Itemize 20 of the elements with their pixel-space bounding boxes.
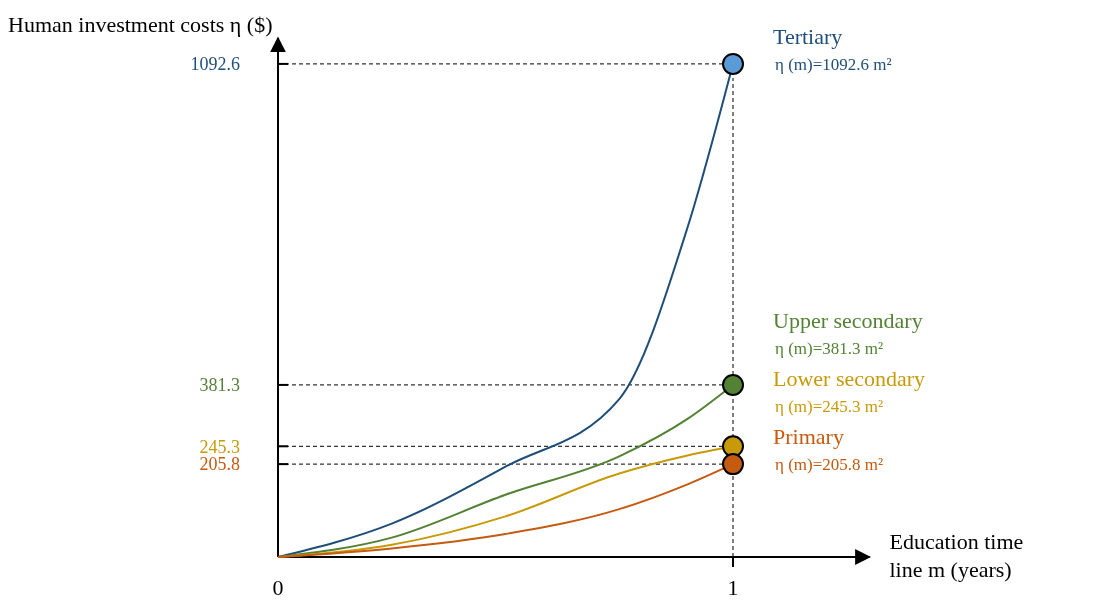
- point: [722, 373, 744, 396]
- text: Upper secondary: [773, 308, 923, 334]
- annotation: η (m)=1092.6 m²: [775, 54, 892, 74]
- y-tick-label: 381.3: [199, 375, 240, 396]
- point: [722, 435, 744, 458]
- annotation: η (m)=381.3 m²: [775, 339, 884, 359]
- y-tick-label: 245.3: [199, 436, 240, 457]
- y-tick-label: 1092.6: [190, 54, 240, 75]
- x-axis-title: Education time line m (years): [889, 529, 1024, 582]
- x-tick-label: 1: [727, 575, 739, 600]
- y-tick-label: 205.8: [199, 454, 240, 475]
- y-axis-title: Human investment costs η ($): [8, 12, 273, 37]
- series-label: Primary: [773, 424, 844, 450]
- annotation: η (m)=205.8 m²: [775, 455, 884, 475]
- text: Lower secondary: [773, 366, 926, 392]
- x-tick-label: 0: [272, 575, 284, 600]
- series-label: Tertiary: [773, 23, 843, 49]
- point: [722, 52, 744, 75]
- annotation: η (m)=245.3 m²: [775, 397, 884, 417]
- point: [722, 453, 744, 476]
